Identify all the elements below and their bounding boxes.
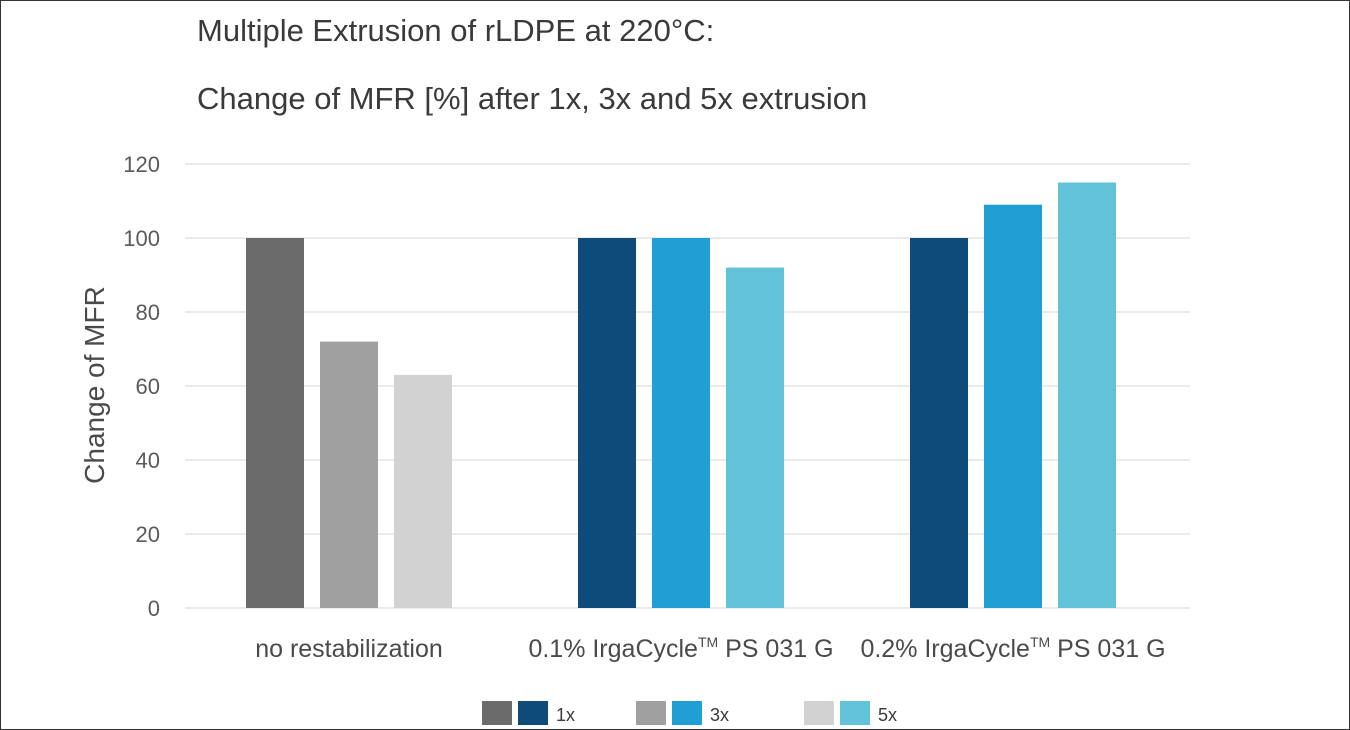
legend-swatch-blue xyxy=(840,701,870,725)
y-tick-label: 80 xyxy=(136,300,160,325)
chart-title: Multiple Extrusion of rLDPE at 220°C: xyxy=(197,13,715,48)
bar xyxy=(652,238,710,608)
legend-swatch-blue xyxy=(672,701,702,725)
bar xyxy=(320,341,378,608)
y-tick-label: 40 xyxy=(136,448,160,473)
y-tick-label: 120 xyxy=(123,152,160,177)
bar xyxy=(246,238,304,608)
legend-swatch-gray xyxy=(804,701,834,725)
legend: 1x 3x 5x xyxy=(482,701,897,725)
bar xyxy=(910,238,968,608)
x-category-label: 0.1% IrgaCycleTM PS 031 G xyxy=(528,634,833,663)
legend-swatch-gray xyxy=(636,701,666,725)
bar xyxy=(394,374,452,608)
legend-label: 3x xyxy=(710,705,729,725)
x-category-label: 0.2% IrgaCycleTM PS 031 G xyxy=(860,634,1165,663)
y-tick-label: 60 xyxy=(136,374,160,399)
y-tick-label: 100 xyxy=(123,226,160,251)
legend-label: 1x xyxy=(556,705,575,725)
bar xyxy=(984,204,1042,608)
bar xyxy=(578,238,636,608)
legend-label: 5x xyxy=(878,705,897,725)
legend-swatch-gray xyxy=(482,701,512,725)
bar xyxy=(1058,182,1116,608)
y-tick-label: 20 xyxy=(136,522,160,547)
chart-subtitle: Change of MFR [%] after 1x, 3x and 5x ex… xyxy=(197,81,868,116)
legend-swatch-blue xyxy=(518,701,548,725)
y-tick-label: 0 xyxy=(148,596,160,621)
bars xyxy=(246,182,1116,608)
x-category-label: no restabilization xyxy=(255,635,443,663)
y-axis-label: Change of MFR xyxy=(79,286,110,484)
y-axis-ticks: 0 20 40 60 80 100 120 xyxy=(123,152,160,621)
category-labels: no restabilization 0.1% IrgaCycleTM PS 03… xyxy=(255,634,1165,663)
bar xyxy=(726,267,784,608)
